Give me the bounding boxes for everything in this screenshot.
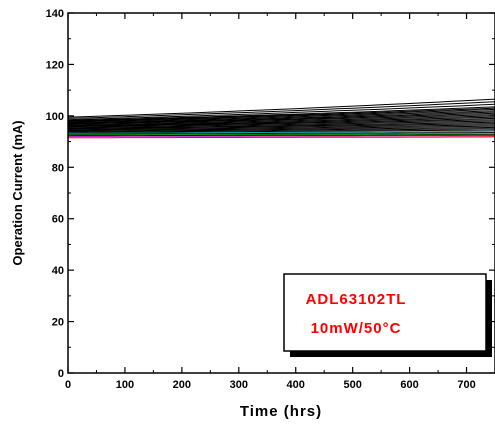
series-line-18: [67, 124, 495, 130]
series-line-3: [67, 103, 495, 121]
x-axis-title: Time (hrs): [240, 403, 322, 420]
series-line-26: [67, 134, 495, 137]
x-axis: 0 100 200 300 400 500 600 700: [65, 13, 476, 391]
series-line-14: [67, 119, 495, 128]
series-line-20: [67, 126, 495, 132]
series-line-25: [68, 133, 495, 136]
x-tick-label: 200: [173, 379, 191, 391]
x-tick-label: 100: [116, 379, 134, 391]
x-tick-label: 0: [65, 379, 71, 391]
series-line-24: [68, 132, 495, 135]
series-line-21: [67, 128, 495, 133]
y-tick-label: 140: [46, 8, 64, 20]
series-line-17: [67, 123, 495, 130]
y-tick-label: 20: [52, 317, 64, 329]
series-line-5: [67, 107, 495, 122]
series-line-28: [68, 136, 495, 139]
series-layer: [67, 98, 495, 139]
series-line-11: [67, 115, 495, 126]
legend-box: ADL63102TL 10mW/50°C: [283, 273, 492, 357]
series-line-10: [67, 114, 495, 125]
series-line-8: [67, 111, 495, 124]
x-tick-label: 300: [230, 379, 248, 391]
series-line-7: [67, 110, 495, 123]
series-line-27: [68, 135, 495, 137]
y-axis-title: Operation Current (mA): [10, 120, 25, 265]
x-tick-label: 600: [400, 379, 418, 391]
y-tick-label: 120: [46, 59, 64, 71]
series-line-9: [67, 112, 495, 125]
series-line-22: [67, 129, 495, 134]
y-tick-label: 40: [52, 265, 64, 277]
series-line-23: [68, 130, 495, 134]
series-line-1: [67, 98, 495, 118]
legend-model-label: ADL63102TL: [306, 291, 407, 308]
y-tick-label: 80: [52, 162, 64, 174]
x-tick-label: 400: [287, 379, 305, 391]
x-tick-label: 700: [457, 379, 475, 391]
x-tick-label: 500: [343, 379, 361, 391]
series-line-12: [67, 116, 495, 127]
legend-condition-label: 10mW/50°C: [311, 320, 402, 337]
series-line-13: [67, 117, 495, 127]
series-line-4: [67, 106, 495, 121]
series-line-6: [67, 108, 495, 122]
series-line-16: [67, 121, 495, 129]
y-tick-label: 60: [52, 214, 64, 226]
series-line-2: [67, 101, 495, 119]
legend-box-frame: [283, 273, 487, 352]
series-line-19: [67, 125, 495, 131]
y-tick-label: 0: [58, 368, 64, 380]
y-axis: 0 20 40 60 80 100 120 140: [46, 8, 495, 380]
y-tick-label: 100: [46, 111, 64, 123]
series-line-15: [67, 120, 495, 128]
